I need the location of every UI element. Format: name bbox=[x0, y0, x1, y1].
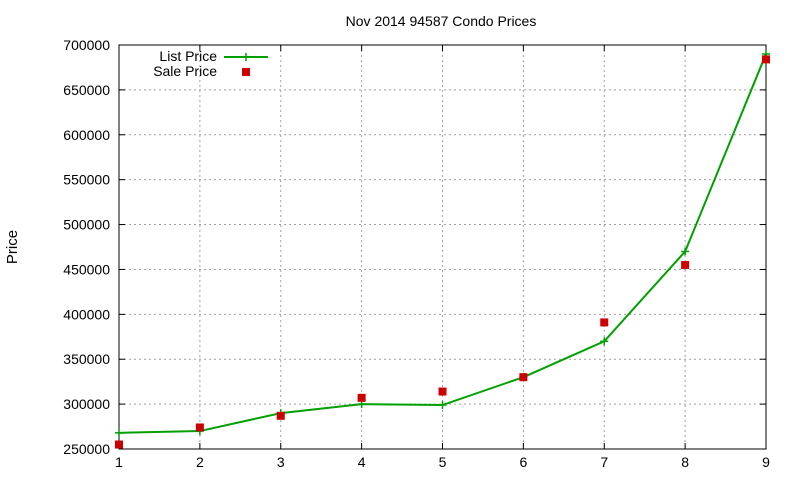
grid bbox=[119, 45, 766, 449]
x-tick-label: 8 bbox=[681, 454, 689, 470]
x-tick-label: 2 bbox=[196, 454, 204, 470]
y-tick-label: 250000 bbox=[63, 441, 110, 457]
y-tick-label: 400000 bbox=[63, 306, 110, 322]
sale-price-point bbox=[276, 411, 285, 420]
list-price-point bbox=[681, 247, 690, 256]
y-tick-label: 350000 bbox=[63, 351, 110, 367]
series bbox=[115, 49, 770, 449]
x-tick-label: 5 bbox=[439, 454, 447, 470]
x-tick-label: 3 bbox=[277, 454, 285, 470]
list-price-point bbox=[600, 337, 609, 346]
x-tick-label: 6 bbox=[519, 454, 527, 470]
y-tick-label: 700000 bbox=[63, 37, 110, 53]
sale-price-point bbox=[195, 423, 204, 432]
y-tick-label: 300000 bbox=[63, 396, 110, 412]
y-tick-label: 600000 bbox=[63, 127, 110, 143]
legend-label-sale-price: Sale Price bbox=[153, 63, 217, 79]
sale-price-point bbox=[600, 318, 609, 327]
sale-price-point bbox=[681, 260, 690, 269]
x-tick-label: 7 bbox=[600, 454, 608, 470]
y-tick-label: 550000 bbox=[63, 172, 110, 188]
y-axis-label: Price bbox=[4, 230, 21, 264]
legend-label-list-price: List Price bbox=[159, 48, 217, 64]
x-tick-label: 4 bbox=[358, 454, 366, 470]
axis-ticks: 250000 300000 350000 400000 450000 500000 5500… bbox=[63, 37, 770, 470]
y-tick-label: 650000 bbox=[63, 82, 110, 98]
y-tick-label: 450000 bbox=[63, 261, 110, 277]
list-price-point bbox=[438, 401, 447, 410]
sale-price-point bbox=[762, 55, 770, 64]
chart-title: Nov 2014 94587 Condo Prices bbox=[346, 13, 537, 29]
x-tick-label: 1 bbox=[115, 454, 123, 470]
list-price-point bbox=[115, 428, 123, 437]
legend-marker-list-price bbox=[242, 53, 250, 61]
y-tick-label: 500000 bbox=[63, 217, 110, 233]
sale-price-point bbox=[357, 393, 366, 402]
sale-price-point bbox=[438, 387, 447, 396]
sale-price-point bbox=[115, 440, 123, 449]
legend-marker-sale-price bbox=[242, 68, 250, 76]
sale-price-point bbox=[519, 373, 528, 382]
x-tick-label: 9 bbox=[762, 454, 770, 470]
